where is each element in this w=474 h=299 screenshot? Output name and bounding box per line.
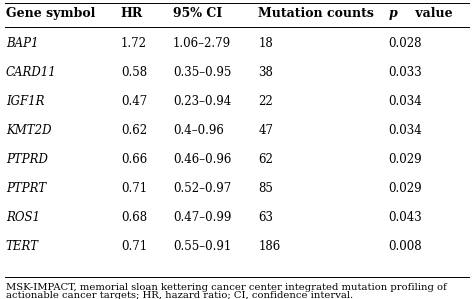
Text: 62: 62 <box>258 153 273 166</box>
Text: 0.35–0.95: 0.35–0.95 <box>173 66 231 79</box>
Text: 0.028: 0.028 <box>389 37 422 50</box>
Text: 0.23–0.94: 0.23–0.94 <box>173 95 231 108</box>
Text: 0.033: 0.033 <box>389 66 422 79</box>
Text: CARD11: CARD11 <box>6 66 56 79</box>
Text: 0.46–0.96: 0.46–0.96 <box>173 153 231 166</box>
Text: actionable cancer targets; HR, hazard ratio; CI, confidence interval.: actionable cancer targets; HR, hazard ra… <box>6 291 353 299</box>
Text: 0.71: 0.71 <box>121 240 147 253</box>
Text: 22: 22 <box>258 95 273 108</box>
Text: HR: HR <box>121 7 143 20</box>
Text: 0.55–0.91: 0.55–0.91 <box>173 240 231 253</box>
Text: 0.47–0.99: 0.47–0.99 <box>173 211 231 224</box>
Text: Gene symbol: Gene symbol <box>6 7 95 20</box>
Text: 0.52–0.97: 0.52–0.97 <box>173 182 231 195</box>
Text: 0.008: 0.008 <box>389 240 422 253</box>
Text: 1.72: 1.72 <box>121 37 147 50</box>
Text: PTPRT: PTPRT <box>6 182 46 195</box>
Text: 0.58: 0.58 <box>121 66 147 79</box>
Text: TERT: TERT <box>6 240 39 253</box>
Text: p: p <box>389 7 397 20</box>
Text: 18: 18 <box>258 37 273 50</box>
Text: 0.029: 0.029 <box>389 182 422 195</box>
Text: 0.47: 0.47 <box>121 95 147 108</box>
Text: 1.06–2.79: 1.06–2.79 <box>173 37 231 50</box>
Text: 0.71: 0.71 <box>121 182 147 195</box>
Text: Mutation counts: Mutation counts <box>258 7 374 20</box>
Text: 0.043: 0.043 <box>389 211 422 224</box>
Text: 85: 85 <box>258 182 273 195</box>
Text: ROS1: ROS1 <box>6 211 40 224</box>
Text: 0.034: 0.034 <box>389 124 422 137</box>
Text: 0.034: 0.034 <box>389 95 422 108</box>
Text: KMT2D: KMT2D <box>6 124 51 137</box>
Text: PTPRD: PTPRD <box>6 153 47 166</box>
Text: MSK-IMPACT, memorial sloan kettering cancer center integrated mutation profiling: MSK-IMPACT, memorial sloan kettering can… <box>6 283 447 292</box>
Text: 0.62: 0.62 <box>121 124 147 137</box>
Text: 186: 186 <box>258 240 281 253</box>
Text: 0.68: 0.68 <box>121 211 147 224</box>
Text: value: value <box>411 7 453 20</box>
Text: 63: 63 <box>258 211 273 224</box>
Text: IGF1R: IGF1R <box>6 95 44 108</box>
Text: BAP1: BAP1 <box>6 37 38 50</box>
Text: 0.029: 0.029 <box>389 153 422 166</box>
Text: 0.66: 0.66 <box>121 153 147 166</box>
Text: 47: 47 <box>258 124 273 137</box>
Text: 95% CI: 95% CI <box>173 7 222 20</box>
Text: 38: 38 <box>258 66 273 79</box>
Text: 0.4–0.96: 0.4–0.96 <box>173 124 224 137</box>
